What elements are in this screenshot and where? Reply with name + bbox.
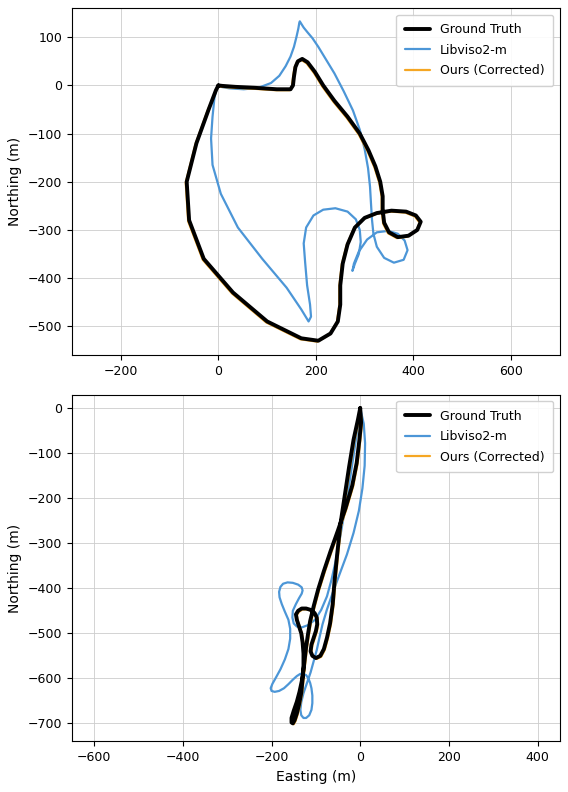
Libviso2-m [283, 283, 290, 292]
Ground Truth [219, 81, 225, 90]
Libviso2-m [305, 317, 312, 326]
Ground Truth [327, 546, 334, 556]
Y-axis label: Northing (m): Northing (m) [9, 524, 22, 612]
Ours (Corrected) [290, 719, 297, 729]
Ours (Corrected) [328, 547, 335, 557]
Ground Truth [315, 336, 321, 345]
Ours (Corrected) [301, 662, 308, 672]
Ground Truth [344, 240, 351, 249]
Ours (Corrected) [333, 318, 340, 327]
Ground Truth [215, 81, 222, 90]
Libviso2-m [364, 234, 370, 244]
Ground Truth [335, 317, 341, 326]
Libviso2-m [303, 223, 310, 232]
Ours (Corrected) [294, 710, 301, 719]
Ground Truth [294, 709, 300, 718]
Ours (Corrected) [310, 652, 316, 661]
Line: Ground Truth: Ground Truth [187, 59, 421, 341]
Libviso2-m [298, 710, 304, 720]
Libviso2-m [303, 670, 310, 680]
Ground Truth [311, 608, 318, 618]
Libviso2-m [357, 403, 364, 413]
Libviso2-m [215, 81, 222, 90]
Ours (Corrected) [356, 130, 362, 139]
Line: Libviso2-m: Libviso2-m [271, 408, 365, 718]
Libviso2-m [344, 550, 350, 559]
Ours (Corrected) [218, 82, 225, 92]
Libviso2-m [303, 714, 310, 723]
Line: Ours (Corrected): Ours (Corrected) [293, 408, 362, 724]
Ours (Corrected) [215, 81, 222, 90]
Line: Libviso2-m: Libviso2-m [211, 21, 408, 322]
Libviso2-m [353, 215, 360, 224]
Ours (Corrected) [318, 652, 325, 661]
Libviso2-m [357, 403, 364, 413]
Ground Truth [299, 54, 306, 63]
Legend: Ground Truth, Libviso2-m, Ours (Corrected): Ground Truth, Libviso2-m, Ours (Correcte… [396, 401, 553, 472]
Ground Truth [300, 661, 307, 671]
Ground Truth [357, 403, 364, 413]
Ground Truth [357, 403, 364, 413]
Ours (Corrected) [357, 403, 364, 413]
Ours (Corrected) [312, 609, 319, 619]
Libviso2-m [373, 242, 380, 252]
Line: Ground Truth: Ground Truth [291, 408, 361, 723]
Ours (Corrected) [319, 82, 325, 91]
Ground Truth [320, 81, 327, 90]
Ours (Corrected) [314, 337, 321, 346]
Libviso2-m [324, 604, 331, 614]
Ground Truth [215, 81, 222, 90]
Legend: Ground Truth, Libviso2-m, Ours (Corrected): Ground Truth, Libviso2-m, Ours (Correcte… [396, 14, 553, 86]
Libviso2-m [296, 17, 303, 26]
Ours (Corrected) [343, 241, 350, 250]
Ours (Corrected) [215, 81, 222, 90]
Line: Ours (Corrected): Ours (Corrected) [186, 60, 420, 341]
Y-axis label: Northing (m): Northing (m) [9, 137, 22, 227]
Libviso2-m [281, 683, 287, 693]
Ours (Corrected) [298, 55, 304, 65]
Ground Truth [317, 651, 324, 661]
Ground Truth [290, 718, 296, 728]
Ground Truth [356, 129, 363, 139]
Libviso2-m [310, 657, 317, 666]
Ours (Corrected) [350, 223, 357, 233]
Libviso2-m [287, 51, 294, 61]
X-axis label: Easting (m): Easting (m) [275, 770, 356, 783]
Ground Truth [352, 223, 358, 232]
Ground Truth [309, 651, 316, 661]
Ours (Corrected) [357, 403, 364, 413]
Libviso2-m [215, 81, 222, 90]
